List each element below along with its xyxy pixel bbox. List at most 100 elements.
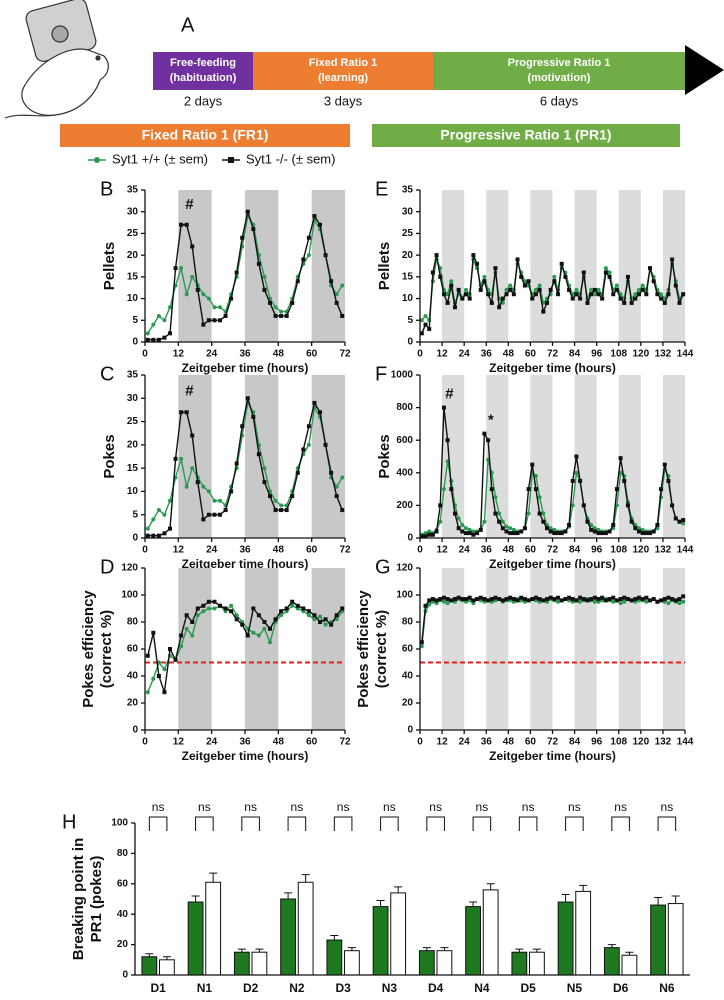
- data-point: [677, 300, 682, 305]
- x-tick-label: 36: [481, 545, 493, 556]
- bar: [436, 950, 453, 976]
- x-tick-label: 144: [677, 737, 694, 748]
- significance-label: ns: [429, 800, 442, 814]
- significance-label: ns: [476, 800, 489, 814]
- data-point: [563, 529, 568, 534]
- x-axis-label: Zeitgeber time (hours): [182, 361, 309, 375]
- data-point: [245, 396, 250, 401]
- data-point: [504, 292, 509, 297]
- data-point: [162, 318, 167, 323]
- error-bar: [671, 895, 680, 904]
- data-point: [306, 253, 311, 258]
- bar: [297, 881, 314, 976]
- data-point: [284, 606, 289, 611]
- data-point: [318, 620, 322, 624]
- data-point: [633, 597, 638, 602]
- data-point: [173, 456, 178, 461]
- error-bar: [422, 947, 431, 951]
- x-tick-label: 0: [142, 545, 148, 556]
- data-point: [195, 613, 200, 618]
- data-point: [585, 519, 590, 524]
- data-point: [556, 292, 561, 297]
- data-point: [570, 597, 575, 602]
- x-tick-label: 120: [632, 349, 649, 360]
- panel-label: H: [62, 811, 76, 833]
- data-point: [262, 626, 267, 631]
- data-point: [284, 313, 289, 318]
- data-point: [622, 478, 627, 483]
- data-point: [633, 526, 638, 531]
- y-tick-label: 15: [127, 463, 139, 474]
- series-line: [147, 214, 343, 334]
- data-point: [195, 606, 200, 611]
- x-tick-label: 72: [339, 545, 351, 556]
- data-point: [541, 309, 546, 314]
- x-tick-label: D2: [243, 981, 259, 995]
- data-point: [184, 410, 189, 415]
- error-bar: [162, 956, 171, 960]
- data-point: [306, 424, 311, 429]
- y-axis-label: Pellets: [101, 242, 118, 290]
- data-point: [493, 511, 498, 516]
- data-point: [445, 597, 450, 602]
- data-point: [201, 603, 206, 608]
- bar: [233, 951, 250, 976]
- bar: [621, 954, 638, 976]
- data-point: [596, 531, 601, 536]
- x-tick-label: 132: [655, 349, 672, 360]
- data-point: [589, 287, 594, 292]
- data-point: [162, 335, 167, 340]
- significance-bracket: [241, 816, 260, 831]
- data-point: [427, 602, 432, 607]
- x-tick-label: 36: [239, 737, 251, 748]
- data-point: [229, 609, 234, 614]
- dark-phase: [486, 190, 509, 342]
- data-point: [340, 313, 345, 318]
- data-point: [156, 674, 161, 678]
- data-point: [519, 595, 524, 600]
- x-tick-label: 72: [339, 349, 351, 360]
- data-point: [659, 292, 664, 297]
- x-tick-label: 108: [610, 737, 627, 748]
- x-tick-label: 0: [417, 737, 423, 748]
- data-point: [430, 532, 435, 537]
- data-point: [441, 292, 446, 297]
- data-point: [441, 599, 446, 604]
- data-point: [515, 257, 520, 262]
- data-point: [625, 503, 630, 508]
- data-point: [533, 287, 538, 292]
- data-point: [603, 531, 608, 536]
- data-point: [438, 519, 443, 524]
- data-point: [500, 296, 505, 301]
- error-bar: [145, 953, 154, 957]
- data-point: [467, 531, 472, 536]
- data-point: [552, 531, 557, 536]
- data-point: [334, 613, 339, 618]
- data-point: [145, 331, 150, 336]
- data-point: [434, 529, 439, 534]
- y-tick-label: 0: [132, 725, 138, 736]
- x-tick-label: D4: [428, 981, 444, 995]
- protocol-bar: [60, 124, 350, 147]
- data-point: [670, 257, 675, 262]
- dark-phase: [662, 190, 685, 342]
- y-axis-label: (correct %): [98, 610, 115, 688]
- data-point: [438, 274, 443, 279]
- data-point: [295, 603, 300, 608]
- data-point: [567, 595, 572, 600]
- significance-bracket: [472, 816, 492, 831]
- data-point: [486, 598, 491, 603]
- data-point: [306, 442, 311, 447]
- data-point: [592, 529, 597, 534]
- data-point: [445, 438, 450, 443]
- panel-label: G: [375, 556, 391, 578]
- data-point: [533, 292, 538, 297]
- data-point: [449, 283, 454, 288]
- data-point: [596, 287, 601, 292]
- data-point: [334, 300, 339, 305]
- phase-bar: [433, 52, 685, 90]
- x-axis-label: Zeitgeber time (hours): [489, 749, 616, 763]
- y-tick-label: 10: [127, 486, 139, 497]
- data-point: [162, 531, 167, 536]
